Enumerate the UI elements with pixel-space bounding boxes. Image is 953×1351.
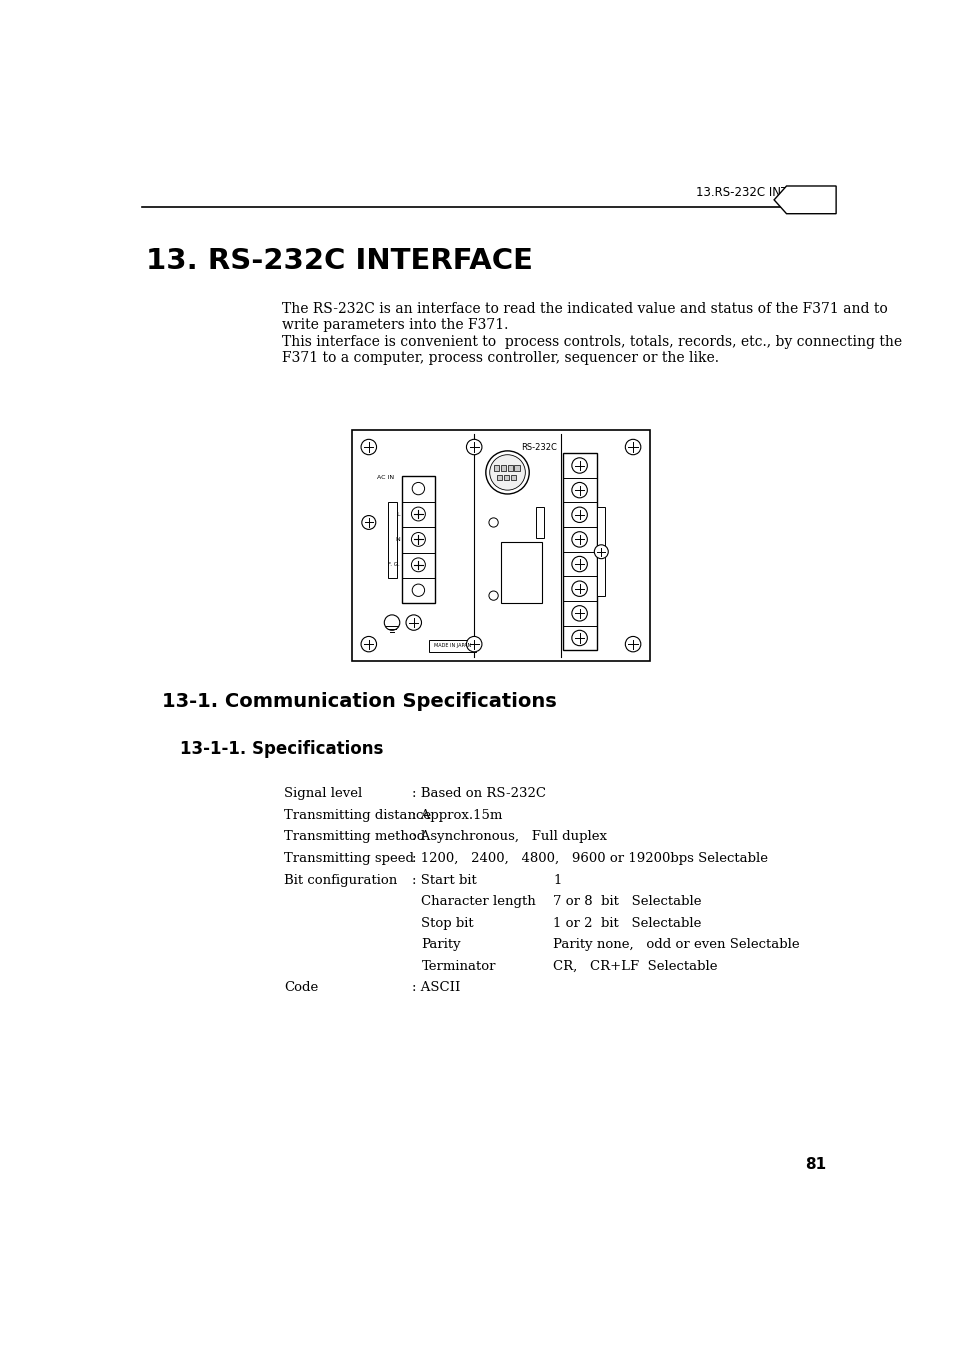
Bar — [510, 474, 516, 480]
Text: 1: 1 — [553, 874, 561, 886]
Circle shape — [571, 532, 587, 547]
Text: Bit configuration: Bit configuration — [284, 874, 397, 886]
Circle shape — [406, 615, 421, 631]
Text: This interface is convenient to  process controls, totals, records, etc., by con: This interface is convenient to process … — [282, 335, 902, 349]
Circle shape — [571, 557, 587, 571]
Circle shape — [624, 636, 640, 651]
Bar — [500, 542, 541, 604]
Circle shape — [360, 636, 376, 651]
Bar — [493, 466, 498, 471]
Text: Transmitting distance: Transmitting distance — [284, 809, 431, 821]
Text: Code: Code — [284, 981, 318, 994]
Circle shape — [489, 455, 525, 490]
Text: F371 to a computer, process controller, sequencer or the like.: F371 to a computer, process controller, … — [282, 351, 719, 365]
Text: Parity: Parity — [421, 939, 460, 951]
Bar — [402, 477, 435, 604]
Circle shape — [412, 482, 424, 494]
Bar — [500, 466, 505, 471]
Text: 7 or 8  bit   Selectable: 7 or 8 bit Selectable — [553, 896, 701, 908]
Text: Signal level: Signal level — [284, 788, 362, 800]
Text: Transmitting method: Transmitting method — [284, 831, 425, 843]
Circle shape — [466, 636, 481, 651]
Text: : ASCII: : ASCII — [412, 981, 460, 994]
Text: L: L — [395, 512, 399, 516]
Circle shape — [571, 458, 587, 473]
Bar — [597, 507, 604, 596]
Text: AC IN: AC IN — [376, 474, 394, 480]
Circle shape — [384, 615, 399, 631]
Text: : 1200,   2400,   4800,   9600 or 19200bps Selectable: : 1200, 2400, 4800, 9600 or 19200bps Sel… — [412, 852, 767, 865]
Text: 13. RS-232C INTERFACE: 13. RS-232C INTERFACE — [146, 247, 533, 274]
Circle shape — [624, 439, 640, 455]
Text: write parameters into the F371.: write parameters into the F371. — [282, 319, 508, 332]
Circle shape — [411, 507, 425, 521]
Circle shape — [361, 516, 375, 530]
Text: : Start bit: : Start bit — [412, 874, 476, 886]
Bar — [497, 474, 501, 480]
Circle shape — [571, 482, 587, 497]
Circle shape — [488, 590, 497, 600]
Circle shape — [488, 517, 497, 527]
Bar — [536, 507, 543, 538]
Circle shape — [594, 544, 608, 559]
Text: 13-1-1. Specifications: 13-1-1. Specifications — [179, 739, 383, 758]
Bar — [352, 430, 649, 661]
Circle shape — [411, 558, 425, 571]
Text: 1 or 2  bit   Selectable: 1 or 2 bit Selectable — [553, 917, 700, 929]
Text: : Asynchronous,   Full duplex: : Asynchronous, Full duplex — [412, 831, 606, 843]
Text: Terminator: Terminator — [421, 959, 496, 973]
Text: Transmitting speed: Transmitting speed — [284, 852, 414, 865]
Text: 13-1. Communication Specifications: 13-1. Communication Specifications — [162, 692, 556, 711]
Text: MADE IN JAPAN: MADE IN JAPAN — [434, 643, 471, 648]
Circle shape — [411, 532, 425, 546]
Circle shape — [571, 605, 587, 621]
Circle shape — [412, 584, 424, 596]
Circle shape — [571, 581, 587, 596]
Text: Stop bit: Stop bit — [421, 917, 474, 929]
Text: N: N — [395, 536, 399, 542]
Polygon shape — [773, 186, 835, 213]
Circle shape — [466, 439, 481, 455]
Bar — [388, 501, 397, 578]
Circle shape — [360, 439, 376, 455]
Circle shape — [571, 507, 587, 523]
Bar — [429, 639, 476, 651]
Text: 13.RS-232C INTERFACE: 13.RS-232C INTERFACE — [695, 186, 831, 199]
Bar — [503, 474, 509, 480]
Text: : Based on RS-232C: : Based on RS-232C — [412, 788, 546, 800]
Text: The RS-232C is an interface to read the indicated value and status of the F371 a: The RS-232C is an interface to read the … — [282, 303, 887, 316]
Text: Character length: Character length — [421, 896, 536, 908]
Text: CR,   CR+LF  Selectable: CR, CR+LF Selectable — [553, 959, 717, 973]
Circle shape — [485, 451, 529, 494]
Bar — [562, 453, 597, 650]
Text: RS-232C: RS-232C — [520, 443, 557, 451]
Circle shape — [571, 631, 587, 646]
Bar — [514, 466, 519, 471]
Text: 81: 81 — [803, 1158, 825, 1173]
Text: Parity none,   odd or even Selectable: Parity none, odd or even Selectable — [553, 939, 799, 951]
Text: F. G.: F. G. — [388, 562, 399, 567]
Text: : Approx.15m: : Approx.15m — [412, 809, 502, 821]
Bar — [507, 466, 513, 471]
